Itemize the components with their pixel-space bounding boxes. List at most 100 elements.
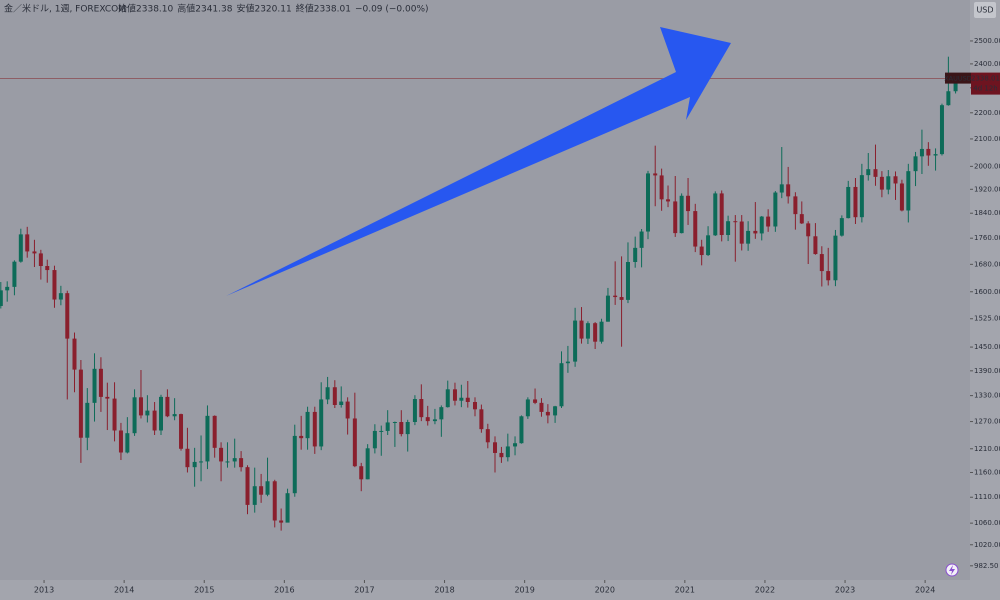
candle-body xyxy=(319,399,324,447)
candle-body xyxy=(746,230,751,244)
candle-body xyxy=(739,221,744,244)
y-tick-label: 2100.00 xyxy=(974,135,1000,143)
time-axis xyxy=(0,580,970,600)
y-tick-label: 1210.00 xyxy=(974,445,1000,453)
candle-body xyxy=(713,193,718,236)
candle-body xyxy=(179,414,184,449)
currency-badge[interactable] xyxy=(974,2,996,18)
y-tick-label: 1160.00 xyxy=(974,468,1000,476)
candle-body xyxy=(225,461,230,463)
candle-body xyxy=(272,481,277,521)
candle-body xyxy=(219,447,224,462)
y-tick-label: 1450.00 xyxy=(974,343,1000,351)
y-tick-label: 1060.00 xyxy=(974,519,1000,527)
y-tick-label: 1760.00 xyxy=(974,234,1000,242)
candle-body xyxy=(493,442,498,453)
candle-body xyxy=(105,396,110,399)
candle-body xyxy=(519,416,524,444)
x-tick-label: 2018 xyxy=(434,586,454,595)
candle-body xyxy=(65,293,70,339)
currency: USD xyxy=(976,6,993,15)
y-tick-label: 2000.00 xyxy=(974,162,1000,170)
x-tick-label: 2016 xyxy=(274,586,294,595)
candle-body xyxy=(365,448,370,480)
candle-body xyxy=(125,433,130,453)
candle-body xyxy=(479,409,484,430)
candle-body xyxy=(873,169,878,177)
x-tick-label: 2017 xyxy=(354,586,374,595)
candle-body xyxy=(165,396,170,417)
candle-body xyxy=(619,297,624,300)
header-title: 金／米ドル, 1週, FOREXCOM xyxy=(4,3,126,15)
x-tick-label: 2020 xyxy=(595,586,615,595)
y-tick-label: 2500.00 xyxy=(974,37,1000,45)
candle-body xyxy=(332,387,337,405)
candle-body xyxy=(199,461,204,463)
field-label: 安値 xyxy=(236,3,254,15)
y-tick-label: 1680.00 xyxy=(974,260,1000,268)
x-tick-label: 2019 xyxy=(514,586,534,595)
y-tick-label: 1600.00 xyxy=(974,288,1000,296)
x-tick-label: 2015 xyxy=(194,586,214,595)
candle-body xyxy=(879,176,884,190)
candle-body xyxy=(919,148,924,157)
y-tick-label: 1020.00 xyxy=(974,541,1000,549)
candle-body xyxy=(185,448,190,468)
candle-body xyxy=(666,199,671,202)
candle-body xyxy=(673,201,678,234)
candle-body xyxy=(559,363,564,407)
y-tick-label: 2200.00 xyxy=(974,109,1000,117)
candle-body xyxy=(893,176,898,184)
candle-body xyxy=(345,401,350,419)
x-tick-label: 2021 xyxy=(675,586,695,595)
candle-body xyxy=(232,458,237,462)
candle-body xyxy=(779,184,784,193)
y-tick-label: 982.50 xyxy=(974,562,999,570)
candle-body xyxy=(866,169,871,176)
candle-body xyxy=(499,452,504,458)
field-label: 終値 xyxy=(296,3,314,15)
candle-body xyxy=(726,221,731,236)
candle-body xyxy=(659,175,664,200)
candle-body xyxy=(472,401,477,410)
candle-body xyxy=(12,261,17,287)
candle-body xyxy=(58,293,63,300)
candle-body xyxy=(826,271,831,281)
candle-body xyxy=(639,231,644,248)
candle-body xyxy=(38,253,43,267)
candle-body xyxy=(52,270,57,300)
candle-body xyxy=(753,230,758,234)
candle-body xyxy=(846,186,851,219)
plot-background xyxy=(0,0,970,580)
candle-body xyxy=(786,184,791,197)
candle-body xyxy=(806,223,811,237)
candle-body xyxy=(445,389,450,408)
candle-body xyxy=(138,397,143,416)
candle-body xyxy=(292,435,297,494)
y-tick-label: 1390.00 xyxy=(974,367,1000,375)
y-tick-label: 2400.00 xyxy=(974,60,1000,68)
candle-body xyxy=(699,246,704,256)
symbol: XAUUSD xyxy=(944,75,972,83)
candle-body xyxy=(813,236,818,255)
candle-body xyxy=(359,466,364,480)
candle-body xyxy=(906,171,911,211)
candle-body xyxy=(853,186,858,218)
field-value: 2320.11 xyxy=(254,5,291,15)
candle-body xyxy=(613,295,618,298)
candle-body xyxy=(112,398,117,431)
candle-body xyxy=(285,493,290,523)
lightning-glyph xyxy=(949,565,955,575)
candle-body xyxy=(719,193,724,236)
candle-body xyxy=(385,422,390,431)
candle-body xyxy=(913,156,918,172)
candle-body xyxy=(593,323,598,342)
header-fields: 始値 2338.10 高値 2341.38 安値 2320.11 終値 2338.01 −0.0… xyxy=(118,3,429,15)
candle-body xyxy=(312,411,317,447)
candle-body xyxy=(439,407,444,420)
candle-body xyxy=(392,422,397,424)
candle-body xyxy=(325,387,330,400)
candle-body xyxy=(539,402,544,412)
candle-body xyxy=(833,235,838,281)
